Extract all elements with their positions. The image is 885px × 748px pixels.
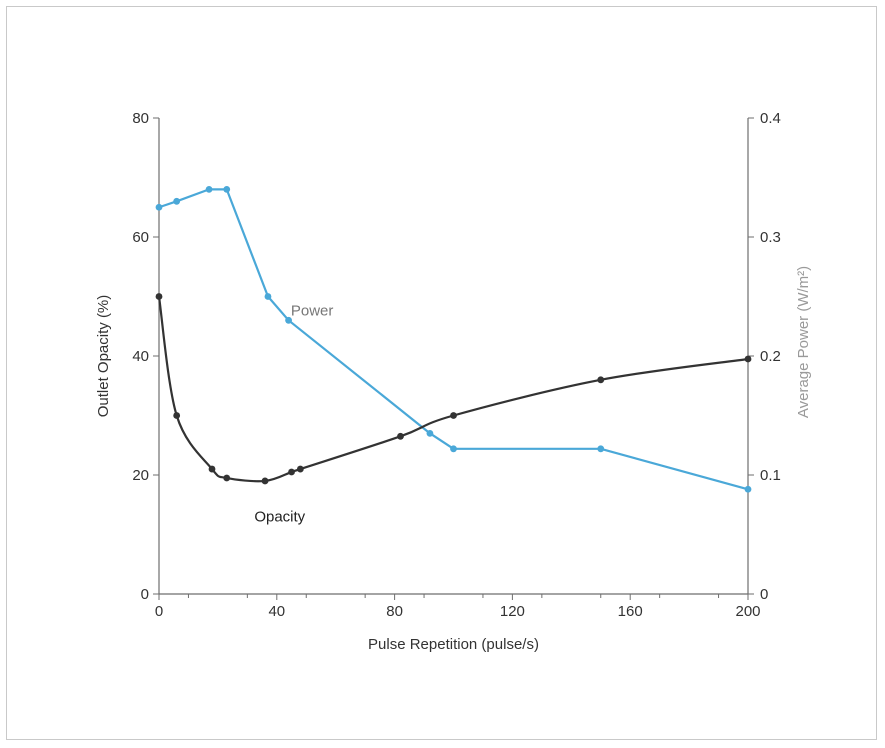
- x-axis-title: Pulse Repetition (pulse/s): [368, 636, 539, 653]
- x-tick-label: 200: [735, 603, 760, 620]
- x-tick-label: 0: [155, 603, 163, 620]
- left-y-tick-label: 0: [141, 586, 149, 603]
- left-y-tick-label: 20: [132, 467, 149, 484]
- left-y-tick-label: 40: [132, 348, 149, 365]
- power-data-point: [173, 197, 181, 205]
- opacity-data-point: [173, 412, 181, 419]
- opacity-data-point: [261, 477, 269, 485]
- opacity-annotation: Opacity: [254, 508, 305, 525]
- opacity-data-point: [744, 355, 752, 363]
- power-data-point: [426, 429, 434, 437]
- x-tick-label: 40: [268, 603, 285, 620]
- power-annotation: Power: [291, 303, 334, 320]
- opacity-series-line: [157, 296, 749, 483]
- opacity-data-point: [223, 474, 231, 482]
- x-tick-label: 120: [500, 603, 525, 620]
- chart-frame: [6, 6, 877, 740]
- x-tick-label: 80: [386, 603, 403, 620]
- power-data-point: [223, 186, 231, 193]
- opacity-data-point: [155, 293, 163, 300]
- right-y-tick-label: 0.4: [760, 110, 781, 127]
- x-tick-label: 160: [618, 603, 643, 620]
- power-data-point: [450, 445, 457, 453]
- opacity-data-point: [288, 468, 295, 476]
- right-y-tick-label: 0.3: [760, 229, 781, 246]
- power-data-point: [597, 445, 605, 453]
- power-series-line: [158, 188, 749, 491]
- left-y-axis-title: Outlet Opacity (%): [95, 295, 112, 418]
- opacity-data-point: [597, 376, 605, 384]
- right-y-tick-label: 0.1: [760, 467, 781, 484]
- right-y-tick-label: 0: [760, 586, 768, 603]
- power-data-point: [744, 485, 752, 493]
- right-y-axis-title: Average Power (W/m²): [795, 266, 812, 418]
- left-y-tick-label: 80: [132, 110, 149, 127]
- opacity-data-point: [296, 465, 304, 473]
- opacity-data-point: [397, 432, 404, 440]
- labels-layer: Pulse Repetition (pulse/s) Outlet Opacity…: [95, 266, 812, 653]
- power-data-point: [285, 316, 292, 324]
- power-data-point: [155, 203, 163, 211]
- left-y-tick-label: 60: [132, 229, 149, 246]
- power-data-point: [205, 186, 213, 193]
- right-y-tick-label: 0.2: [760, 348, 781, 365]
- series-layer: [155, 186, 752, 493]
- power-data-point: [264, 293, 272, 300]
- opacity-data-point: [208, 465, 216, 473]
- opacity-data-point: [450, 412, 457, 419]
